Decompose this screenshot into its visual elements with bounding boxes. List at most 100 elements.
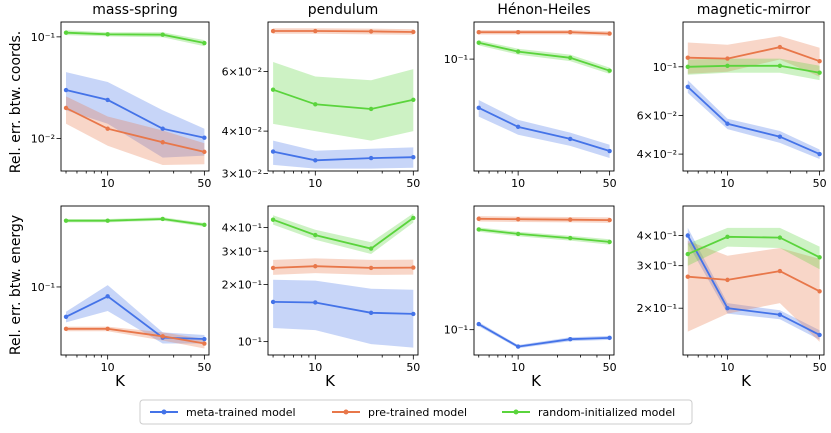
- point-rand: [368, 106, 374, 112]
- legend-label-meta: meta-trained model: [186, 406, 296, 419]
- point-rand: [515, 231, 521, 237]
- panels: mass-spring 10 50 10⁻¹ 10⁻² pendulum 10 50 6×10⁻…: [31, 2, 827, 374]
- panel-mass-spring-coords: mass-spring 10 50 10⁻¹ 10⁻²: [31, 2, 212, 190]
- y-tick-label: 4×10⁻¹: [637, 230, 677, 243]
- y-tick-label: 10⁻¹: [31, 31, 55, 44]
- panel-henon-heiles-energy: 10 50 10⁻¹: [444, 205, 617, 374]
- axes-frame: [267, 21, 419, 172]
- point-meta: [817, 332, 822, 338]
- x-tick-label: 50: [813, 177, 827, 190]
- point-meta: [313, 300, 318, 305]
- y-tick-label: 6×10⁻²: [222, 65, 262, 78]
- x-tick-label: 10: [511, 361, 525, 374]
- point-rand: [313, 102, 318, 107]
- band-meta: [273, 279, 414, 348]
- point-pre: [777, 44, 783, 50]
- point-pre: [725, 277, 730, 283]
- point-rand: [63, 218, 69, 223]
- line-meta: [687, 86, 820, 155]
- point-rand: [817, 255, 822, 260]
- axes-frame: [473, 21, 615, 172]
- point-pre: [476, 30, 481, 35]
- y-tick-label: 10⁻¹: [238, 336, 262, 349]
- line-rand: [272, 217, 414, 250]
- panel-magnetic-mirror-coords: magnetic-mirror 10 50 10⁻¹ 6×10⁻² 4×10⁻²: [637, 2, 827, 190]
- line-meta: [478, 106, 610, 152]
- line-meta: [687, 235, 821, 336]
- row-label-coords: Rel. err. btw. coords.: [8, 31, 24, 173]
- point-rand: [411, 97, 416, 102]
- point-pre: [313, 28, 318, 34]
- point-meta: [725, 305, 730, 311]
- point-pre: [202, 149, 207, 155]
- point-meta: [777, 312, 783, 317]
- point-pre: [725, 56, 730, 61]
- point-rand: [685, 251, 690, 257]
- point-pre: [63, 326, 69, 332]
- line-pre: [478, 31, 610, 35]
- point-rand: [568, 235, 573, 241]
- point-pre: [411, 265, 416, 270]
- point-pre: [313, 264, 318, 269]
- legend-label-rand: random-initialized model: [538, 406, 675, 419]
- line-pre: [273, 30, 414, 33]
- point-meta: [725, 121, 730, 126]
- line-pre: [66, 327, 205, 345]
- point-meta: [411, 311, 416, 317]
- point-pre: [568, 30, 573, 35]
- point-pre: [607, 31, 612, 36]
- line-pre: [65, 107, 205, 153]
- point-pre: [202, 341, 207, 346]
- x-axis-label-1: K: [115, 372, 126, 390]
- point-rand: [476, 40, 481, 45]
- band-meta: [478, 322, 610, 349]
- point-pre: [607, 217, 612, 223]
- point-rand: [63, 30, 69, 35]
- point-meta: [685, 84, 690, 90]
- point-pre: [270, 265, 276, 271]
- y-tick-label: 10⁻¹: [653, 61, 677, 74]
- point-meta: [411, 155, 416, 160]
- legend-frame: [139, 399, 693, 425]
- legend-marker-pre: [343, 409, 349, 415]
- line-meta: [273, 301, 414, 315]
- point-pre: [160, 334, 165, 339]
- x-axis-label-4: K: [741, 372, 752, 390]
- point-pre: [515, 217, 521, 222]
- legend-entry-rand: random-initialized model: [502, 406, 675, 419]
- panel-henon-heiles-coords: Hénon-Heiles 10 50 10⁻¹: [444, 2, 617, 190]
- axes-frame: [267, 205, 419, 356]
- x-tick-label: 50: [197, 177, 211, 190]
- y-tick-label: 10⁻¹: [31, 281, 55, 294]
- band-meta: [273, 140, 414, 169]
- panel-pendulum-coords: pendulum 10 50 6×10⁻² 4×10⁻² 3×10⁻²: [222, 2, 421, 190]
- axes-frame: [682, 205, 825, 356]
- point-meta: [63, 314, 69, 319]
- x-tick-label: 10: [720, 177, 734, 190]
- band-rand: [687, 58, 820, 81]
- line-rand: [478, 41, 610, 72]
- point-meta: [817, 151, 822, 157]
- point-rand: [160, 216, 165, 222]
- y-tick-label: 3×10⁻¹: [222, 245, 262, 258]
- point-pre: [105, 126, 110, 131]
- y-tick-label: 10⁻¹: [444, 53, 468, 66]
- legend-marker-rand: [513, 409, 519, 415]
- x-tick-label: 10: [511, 177, 525, 190]
- point-rand: [313, 232, 318, 238]
- point-meta: [607, 148, 612, 154]
- line-rand: [687, 64, 820, 74]
- point-pre: [368, 265, 374, 271]
- point-rand: [105, 218, 110, 223]
- panel-title: mass-spring: [92, 2, 177, 18]
- band-pre: [687, 240, 820, 342]
- line-meta: [478, 323, 610, 348]
- point-rand: [607, 239, 612, 245]
- point-meta: [202, 135, 207, 140]
- point-meta: [368, 310, 374, 315]
- x-axis-label-2: K: [325, 372, 336, 390]
- point-rand: [202, 222, 207, 228]
- point-meta: [105, 97, 110, 103]
- x-tick-label: 10: [720, 361, 734, 374]
- point-meta: [476, 321, 481, 327]
